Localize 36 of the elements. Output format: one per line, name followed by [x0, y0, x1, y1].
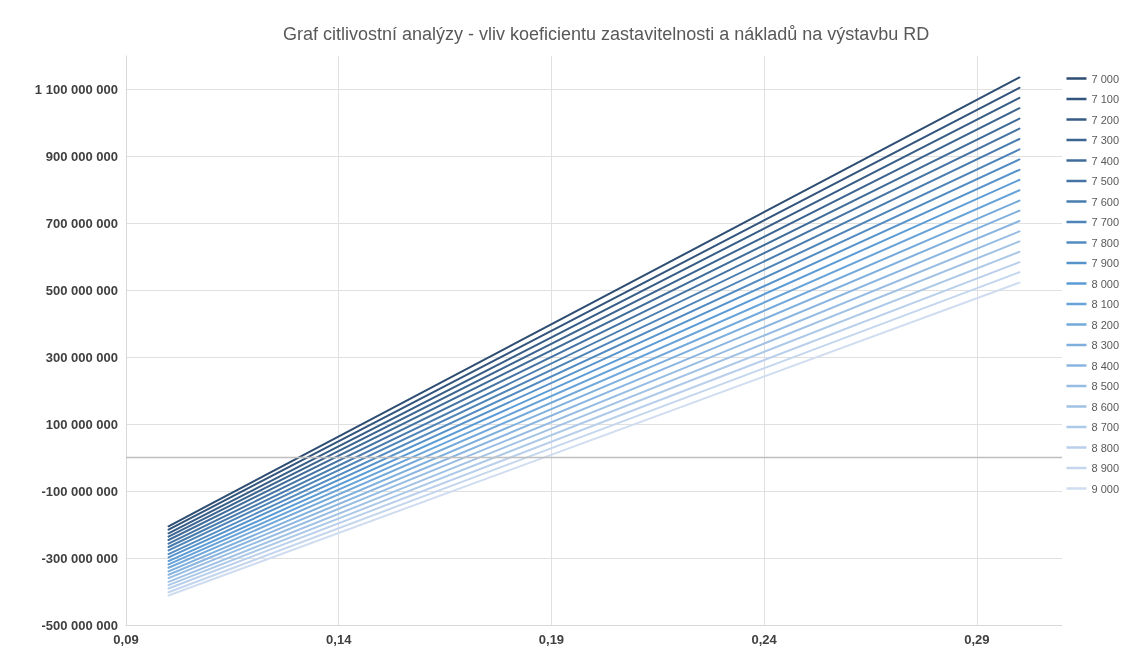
- y-tick-label: -500 000 000: [41, 617, 118, 633]
- legend-label: 7 500: [1091, 175, 1119, 187]
- legend-label: 8 000: [1091, 277, 1119, 290]
- x-tick-label: 0,14: [326, 632, 353, 647]
- legend-label: 8 800: [1091, 441, 1119, 454]
- legend-label: 9 000: [1091, 482, 1119, 495]
- legend-label: 7 900: [1091, 257, 1119, 269]
- legend-label: 8 200: [1091, 318, 1119, 331]
- x-tick-label: 0,19: [538, 632, 565, 647]
- y-tick-label: -300 000 000: [41, 550, 118, 566]
- legend-label: 8 900: [1091, 462, 1119, 474]
- y-tick-label: -100 000 000: [41, 483, 118, 499]
- legend-label: 7 000: [1091, 72, 1119, 85]
- legend-label: 7 200: [1091, 113, 1119, 126]
- x-tick-label: 0,09: [113, 632, 139, 647]
- legend-label: 7 100: [1091, 93, 1119, 105]
- legend-label: 8 500: [1091, 380, 1119, 392]
- legend-label: 8 100: [1091, 298, 1119, 310]
- x-tick-label: 0,29: [964, 632, 990, 647]
- x-tick-label: 0,24: [751, 632, 778, 647]
- y-tick-label: 100 000 000: [45, 416, 118, 432]
- legend-label: 8 700: [1091, 421, 1119, 433]
- y-tick-label: 900 000 000: [45, 148, 118, 164]
- legend-label: 7 400: [1091, 154, 1119, 167]
- legend-label: 8 600: [1091, 400, 1119, 413]
- legend-label: 7 600: [1091, 195, 1119, 208]
- y-tick-label: 300 000 000: [45, 349, 118, 365]
- y-tick-label: 700 000 000: [45, 215, 118, 231]
- y-tick-label: 1 100 000 000: [34, 81, 118, 97]
- legend-label: 7 800: [1091, 236, 1119, 249]
- legend-label: 8 300: [1091, 339, 1119, 351]
- chart-title: Graf citlivostní analýzy - vliv koeficientu zastavitelnosti a nákladů na výstavbu RD: [283, 24, 930, 44]
- legend-label: 8 400: [1091, 359, 1119, 372]
- legend-label: 7 700: [1091, 216, 1119, 228]
- legend-label: 7 300: [1091, 134, 1119, 146]
- y-tick-label: 500 000 000: [45, 282, 118, 298]
